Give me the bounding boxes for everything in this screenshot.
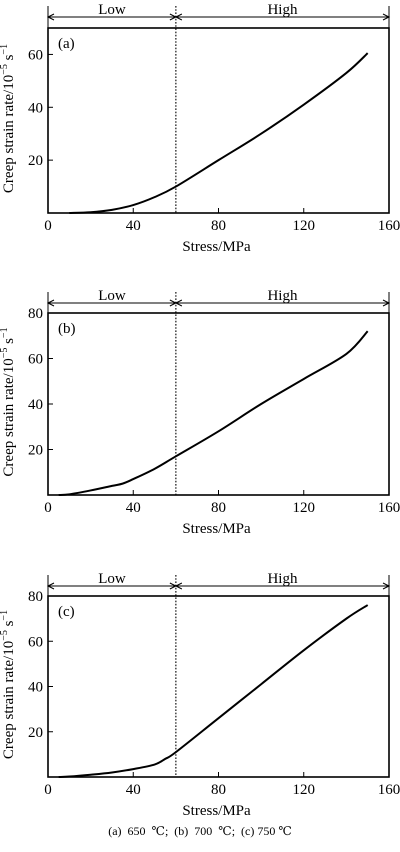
region-label-low: Low: [98, 2, 126, 18]
y-tick-label: 80: [28, 306, 43, 322]
creep-rate-figure: Low High 0 40 80 120 160 20 40 60 (a) Stress/MPa Cre…: [0, 2, 400, 819]
creep-rate-curve: [69, 52, 369, 214]
x-tick-label: 160: [378, 782, 400, 798]
x-tick-label: 80: [211, 782, 226, 798]
panel-label: (a): [58, 36, 75, 52]
creep-rate-curve: [58, 604, 369, 778]
y-tick-label: 60: [28, 634, 43, 650]
region-label-high: High: [267, 2, 298, 18]
x-axis-label: Stress/MPa: [182, 521, 251, 537]
x-tick-label: 40: [126, 218, 141, 234]
x-tick-label: 80: [211, 500, 226, 516]
y-tick-label: 40: [28, 100, 43, 116]
region-label-low: Low: [98, 288, 126, 304]
y-tick-label: 60: [28, 47, 43, 63]
plot-frame: [47, 312, 390, 496]
y-axis-label: Creep strain rate/10−5 s−1: [0, 44, 17, 193]
arrowhead: [46, 299, 55, 307]
arrowhead: [382, 582, 391, 590]
y-tick-label: 40: [28, 680, 43, 696]
x-tick-label: 120: [293, 500, 316, 516]
x-tick-label: 40: [126, 500, 141, 516]
arrowhead: [46, 13, 55, 21]
panel-label: (c): [58, 604, 75, 620]
y-tick-label: 40: [28, 397, 43, 413]
x-tick-label: 40: [126, 782, 141, 798]
panel-label: (b): [58, 321, 76, 337]
x-axis-label: Stress/MPa: [182, 803, 251, 819]
plot-frame: [47, 27, 390, 214]
x-tick-label: 80: [211, 218, 226, 234]
y-axis-label: Creep strain rate/10−5 s−1: [0, 327, 17, 476]
chart-panel-1: Low High 0 40 80 120 160 20 40 60 (a) Stress/MPa Cre…: [0, 2, 400, 255]
x-tick-label: 160: [378, 218, 400, 234]
y-tick-label: 20: [28, 153, 43, 169]
region-label-low: Low: [98, 571, 126, 587]
y-tick-label: 60: [28, 352, 43, 368]
figure-caption: (a) 650 ℃; (b) 700 ℃; (c) 750 ℃: [108, 824, 292, 838]
x-axis-label: Stress/MPa: [182, 239, 251, 255]
creep-rate-curve: [58, 330, 369, 496]
arrowhead: [46, 582, 55, 590]
y-tick-label: 20: [28, 443, 43, 459]
arrowhead: [382, 299, 391, 307]
plot-frame: [47, 595, 390, 778]
x-tick-label: 0: [44, 500, 52, 516]
x-tick-label: 120: [293, 782, 316, 798]
y-tick-label: 20: [28, 725, 43, 741]
region-label-high: High: [267, 288, 298, 304]
region-label-high: High: [267, 571, 298, 587]
x-tick-label: 0: [44, 218, 52, 234]
x-tick-label: 120: [293, 218, 316, 234]
y-tick-label: 80: [28, 589, 43, 605]
x-tick-label: 160: [378, 500, 400, 516]
chart-panel-3: Low High 0 40 80 120 160 20 40 60 80 (c) Stress/MPa C…: [0, 571, 400, 819]
x-tick-label: 0: [44, 782, 52, 798]
chart-panel-2: Low High 0 40 80 120 160 20 40 60 80 (b) Stress/MPa C…: [0, 288, 400, 537]
arrowhead: [382, 13, 391, 21]
y-axis-label: Creep strain rate/10−5 s−1: [0, 610, 17, 759]
